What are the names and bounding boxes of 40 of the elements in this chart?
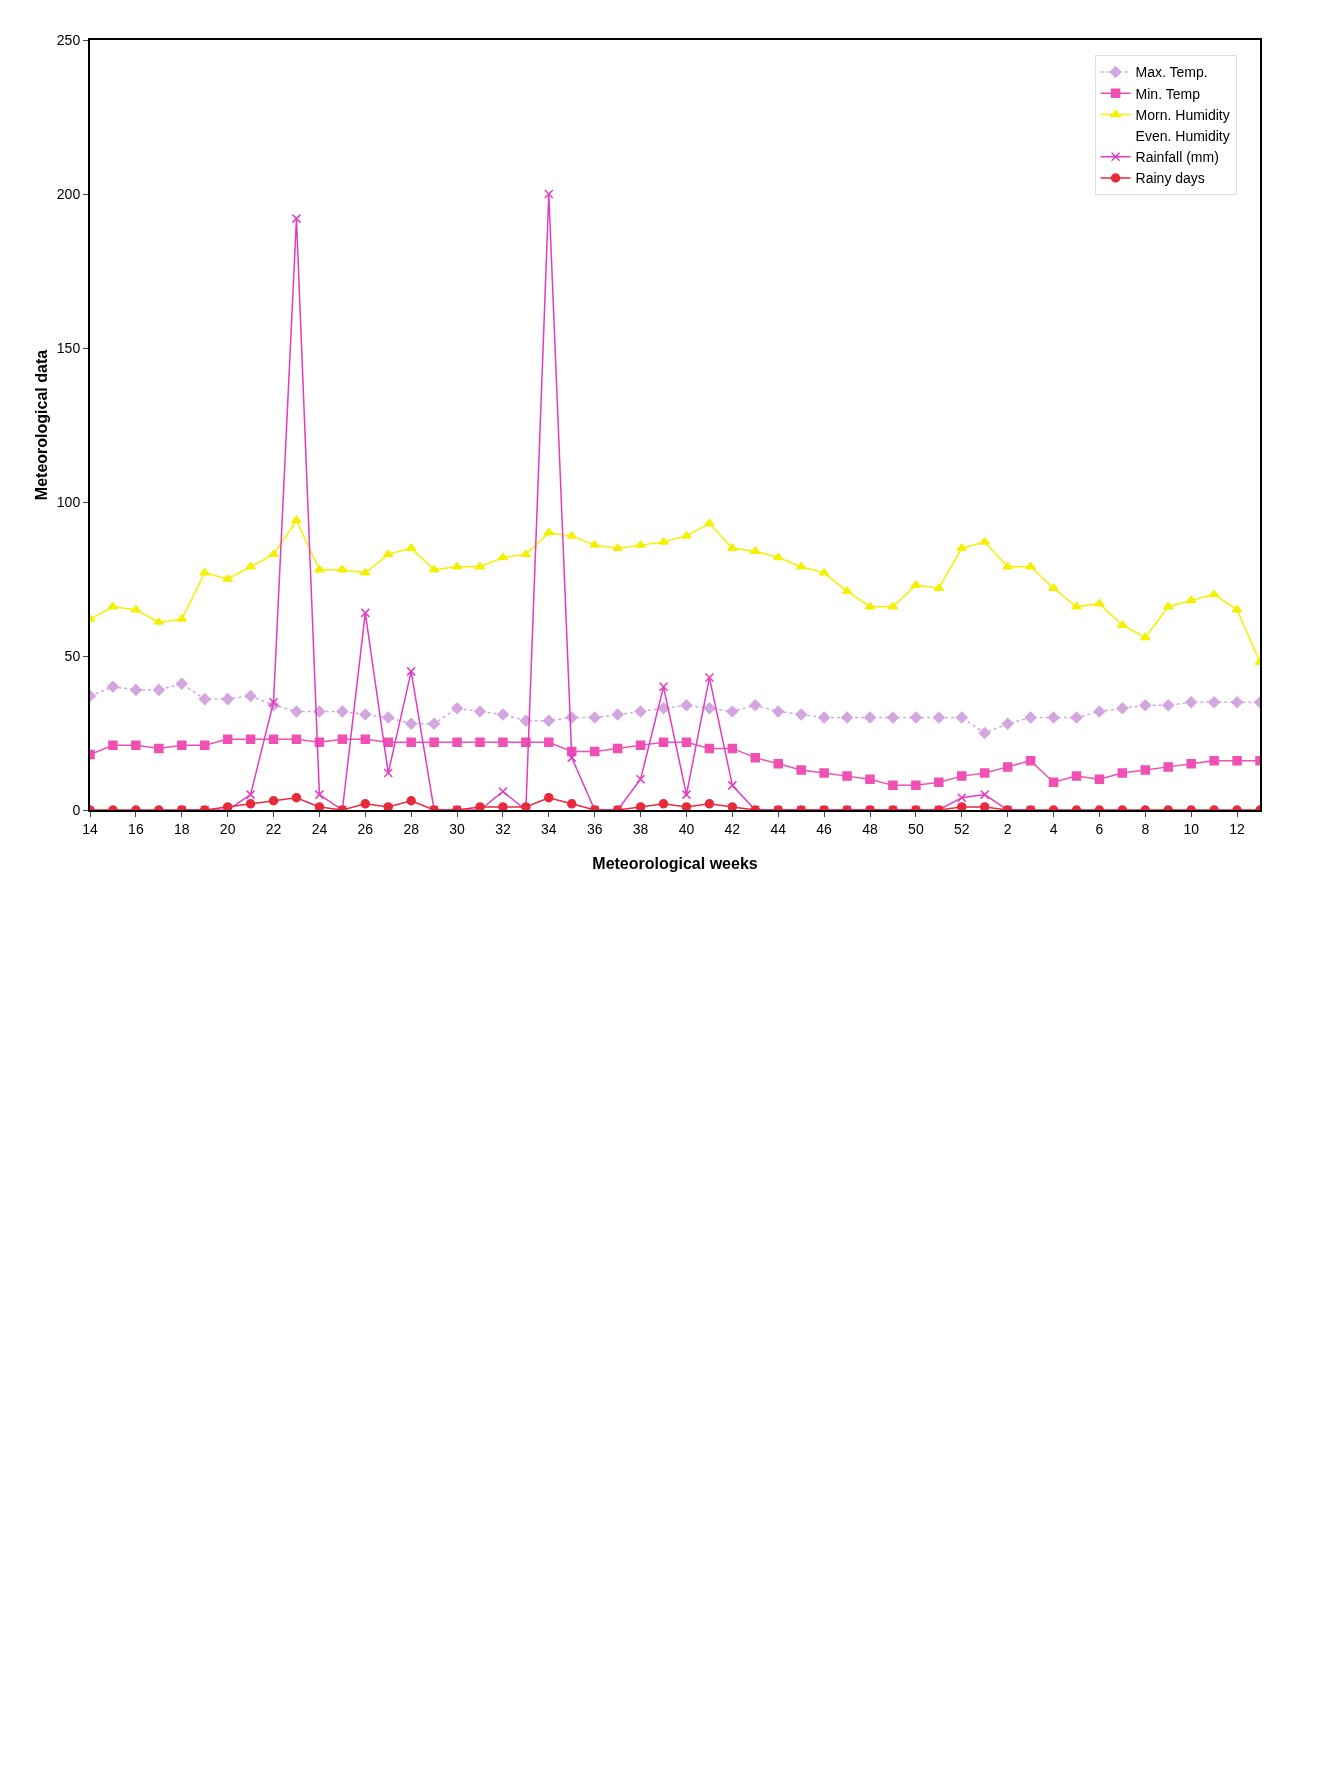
legend-label: Rainy days [1135,170,1205,187]
y-axis-title: Meteorological data [33,349,50,501]
x-tick-label: 12 [1229,820,1246,837]
y-tick-label: 200 [56,185,81,202]
x-tick-label: 42 [724,820,741,837]
legend-label: Max. Temp. [1135,64,1208,81]
y-tick-label: 150 [56,339,81,356]
legend-label: Rainfall (mm) [1135,149,1219,166]
x-tick-label: 52 [953,820,970,837]
legend-label: Min. Temp [1135,85,1201,102]
x-axis-title: Meteorological weeks [592,855,758,872]
x-tick-label: 50 [908,820,924,837]
x-tick-label: 40 [678,820,695,837]
x-tick-label: 36 [586,820,603,837]
x-tick-label: 34 [541,820,557,837]
y-tick-label: 0 [72,801,81,818]
x-tick-label: 8 [1141,820,1150,837]
x-tick-label: 18 [173,820,190,837]
x-tick-label: 44 [770,820,787,837]
y-tick-label: 100 [56,493,81,510]
x-tick-label: 2 [1003,820,1012,837]
x-tick-label: 48 [862,820,878,837]
y-tick-label: 50 [64,647,81,664]
x-tick-label: 32 [495,820,511,837]
x-tick-label: 6 [1095,820,1104,837]
y-tick-label: 250 [56,31,81,48]
x-tick-label: 26 [357,820,374,837]
x-tick-label: 4 [1049,820,1058,837]
x-tick-label: 10 [1183,820,1200,837]
x-tick-label: 22 [265,820,282,837]
x-tick-label: 28 [403,820,420,837]
x-tick-label: 38 [632,820,649,837]
x-tick-label: 16 [128,820,144,837]
legend-label: Morn. Humidity [1135,106,1230,123]
x-tick-label: 46 [816,820,833,837]
x-tick-label: 20 [219,820,236,837]
x-tick-label: 14 [82,820,98,837]
x-tick-label: 24 [311,820,328,837]
x-tick-label: 30 [449,820,466,837]
text: Even. Humidity [1135,128,1230,145]
